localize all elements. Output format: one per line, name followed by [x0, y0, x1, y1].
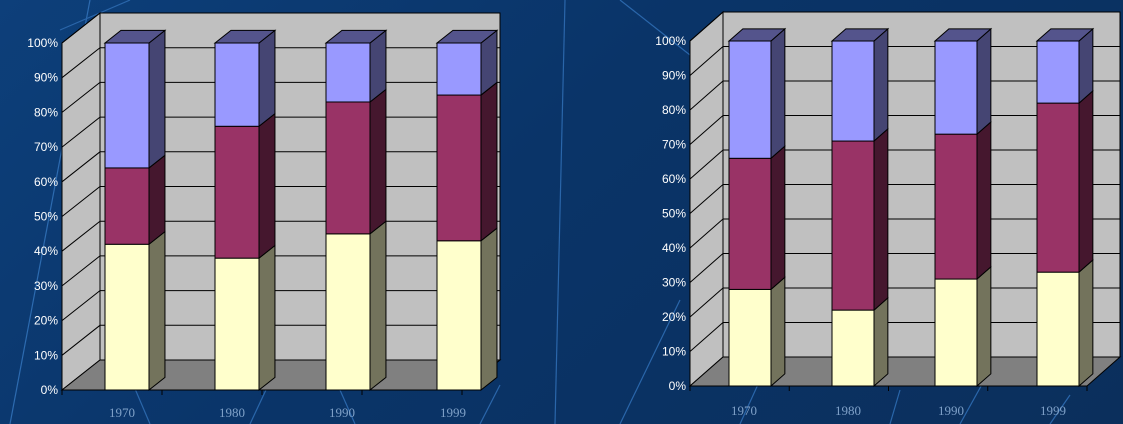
bar-1980-side — [873, 127, 889, 312]
chart-1-y-tick-label: 50% — [662, 207, 686, 221]
bar-1970-top — [727, 28, 787, 42]
chart-0-x-tick-label: 1990 — [329, 405, 355, 420]
chart-1-y-tick-label: 30% — [662, 276, 686, 290]
bar-1999-segment — [1036, 102, 1080, 273]
chart-1-y-tick-label: 60% — [662, 172, 686, 186]
bar-1990-segment — [934, 40, 978, 135]
bar-1970-side — [770, 145, 786, 291]
bar-1980-top — [213, 29, 277, 44]
chart-0-y-tick-label: 100% — [27, 36, 58, 50]
bar-1970-segment — [104, 42, 150, 169]
bar-1990-segment — [325, 233, 371, 391]
chart-0-y-tick-label: 0% — [41, 383, 59, 397]
chart-1-x-tick-label: 1980 — [835, 403, 861, 418]
bar-1970-segment — [104, 167, 150, 245]
bar-1970-side — [770, 27, 786, 160]
bar-1970-side — [770, 276, 786, 388]
bar-1970-segment — [104, 243, 150, 391]
chart-0-y-tick-label: 10% — [34, 348, 58, 362]
bar-1990-segment — [934, 278, 978, 387]
bar-1970-segment — [728, 40, 772, 159]
bar-1980-segment — [831, 140, 875, 311]
chart-0-y-tick-label: 80% — [34, 105, 58, 119]
chart-0-y-tick-label: 90% — [34, 71, 58, 85]
bar-1990-segment — [325, 101, 371, 235]
chart-0-y-tick-label: 20% — [34, 314, 58, 328]
chart-0-y-tick-label: 40% — [34, 244, 58, 258]
chart-1-y-tick-label: 90% — [662, 69, 686, 83]
chart-0-x-tick-label: 1970 — [109, 405, 135, 420]
bar-1990-side — [976, 120, 992, 281]
chart-1-y-tick-label: 0% — [669, 379, 687, 393]
bar-1980-side — [873, 296, 889, 388]
chart-1-y-tick-label: 40% — [662, 241, 686, 255]
chart-1-y-tick-label: 70% — [662, 138, 686, 152]
bar-1999-segment — [436, 240, 482, 391]
chart-1-y-tick-label: 20% — [662, 310, 686, 324]
bar-1990-top — [324, 29, 388, 44]
bar-1980-segment — [214, 42, 260, 127]
bar-1999-side — [1078, 27, 1094, 105]
bar-1990-segment — [325, 42, 371, 103]
bar-1999-segment — [1036, 40, 1080, 104]
bar-1999-segment — [1036, 271, 1080, 387]
chart-0-x-tick-label: 1999 — [440, 405, 466, 420]
bar-1970-segment — [728, 157, 772, 290]
chart-0-y-tick-label: 70% — [34, 140, 58, 154]
chart-1-x-tick-label: 1999 — [1040, 403, 1066, 418]
bar-1980-segment — [214, 257, 260, 391]
bar-1980-top — [830, 28, 890, 42]
bar-1999-side — [1078, 258, 1094, 388]
bar-1980-segment — [831, 40, 875, 142]
chart-1-y-tick-label: 100% — [655, 34, 686, 48]
bar-1970-segment — [728, 288, 772, 387]
chart-0-y-tick-label: 60% — [34, 175, 58, 189]
bar-1990-segment — [934, 133, 978, 280]
chart-1-y-tick-label: 80% — [662, 103, 686, 117]
bar-1990-top — [933, 28, 993, 42]
chart-0-gridline — [61, 12, 500, 44]
chart-1-x-tick-label: 1970 — [731, 403, 757, 418]
chart-1-gridline — [689, 11, 1120, 42]
chart-0-y-tick-label: 50% — [34, 210, 58, 224]
chart-0-x-tick-label: 1980 — [219, 405, 245, 420]
bar-1999-top — [1035, 28, 1095, 42]
bar-1980-segment — [831, 309, 875, 387]
chart-0-y-tick-label: 30% — [34, 279, 58, 293]
bar-1980-side — [873, 27, 889, 143]
bar-1999-segment — [436, 94, 482, 242]
bar-1999-top — [435, 29, 499, 44]
bar-1990-side — [976, 27, 992, 136]
bar-1970-top — [103, 29, 167, 44]
bar-1999-side — [1078, 89, 1094, 274]
chart-1-x-tick-label: 1990 — [938, 403, 964, 418]
chart-1-y-tick-label: 10% — [662, 345, 686, 359]
bar-1990-side — [976, 265, 992, 388]
